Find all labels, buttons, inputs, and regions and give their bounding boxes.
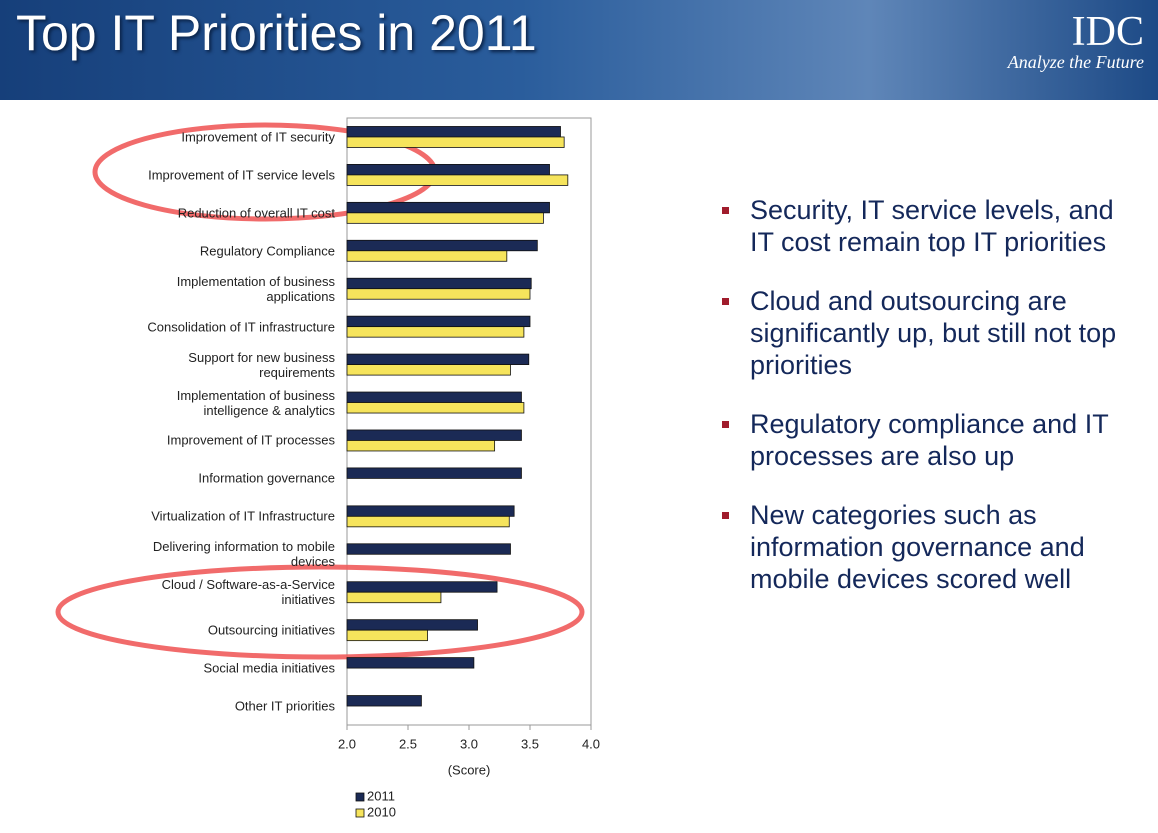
x-tick-label: 2.0 [338, 736, 356, 751]
bar [346, 402, 525, 414]
category-label: Improvement of IT security [181, 129, 335, 145]
highlight [55, 564, 585, 660]
x-tick-label: 2.5 [399, 736, 417, 751]
bar [346, 391, 522, 403]
bar [346, 250, 508, 262]
category-label: Reduction of overall IT cost [177, 205, 335, 221]
bar [346, 174, 569, 186]
bar [346, 353, 530, 365]
bar [346, 136, 565, 148]
logo: IDC [1071, 9, 1144, 55]
legend-swatch [355, 792, 365, 802]
bullet-item: Security, IT service levels, and IT cost… [722, 194, 1122, 258]
bar [346, 364, 511, 376]
bar [346, 288, 531, 300]
bar [346, 201, 550, 214]
bullet-item: New categories such as information gover… [722, 499, 1122, 595]
bar [346, 126, 561, 138]
header: Top IT Priorities in 2011 IDC Analyze th… [0, 0, 1158, 100]
bar [346, 505, 515, 517]
bullet-item: Cloud and outsourcing are significantly … [722, 285, 1122, 381]
legend-swatch [355, 808, 365, 818]
bar [346, 277, 532, 290]
category-label: Other IT priorities [234, 698, 335, 714]
bar [346, 629, 428, 642]
bar [346, 239, 538, 252]
category-label: Improvement of IT service levels [148, 167, 335, 183]
legend-label: 2011 [367, 788, 395, 803]
category-label: Cloud / Software-as-a-Service initiative… [161, 577, 335, 608]
category-label: Implementation of business intelligence … [176, 387, 335, 418]
category-label: Implementation of business applications [176, 273, 335, 304]
bar [346, 581, 498, 593]
category-label: Improvement of IT processes [166, 432, 335, 448]
bar [346, 591, 442, 604]
bar [346, 429, 522, 441]
x-tick-label: 4.0 [582, 736, 600, 751]
bar [346, 440, 496, 452]
x-axis-label: (Score) [448, 762, 491, 777]
category-label: Consolidation of IT infrastructure [147, 319, 335, 335]
bar [346, 619, 478, 631]
bar [346, 315, 531, 328]
category-label: Delivering information to mobile devices [152, 539, 335, 570]
category-label: Virtualization of IT Infrastructure [151, 508, 335, 524]
bar [346, 212, 544, 224]
tagline: Analyze the Future [1007, 52, 1144, 72]
bar [346, 515, 510, 528]
slide-title: Top IT Priorities in 2011 [16, 5, 537, 61]
x-tick-label: 3.0 [460, 736, 478, 751]
category-label: Information governance [198, 470, 335, 486]
bullet-item: Regulatory compliance and IT processes a… [722, 408, 1122, 472]
bar [346, 467, 522, 479]
bar [346, 164, 550, 176]
category-label: Support for new business requirements [188, 349, 335, 380]
x-tick-label: 3.5 [521, 736, 539, 751]
bar [346, 543, 511, 555]
bar [346, 657, 475, 669]
category-label: Regulatory Compliance [199, 243, 335, 259]
category-label: Social media initiatives [203, 660, 335, 676]
legend-label: 2010 [367, 804, 396, 819]
category-label: Outsourcing initiatives [207, 622, 335, 638]
bar [346, 326, 525, 338]
bar [346, 695, 422, 707]
bullet-list: Security, IT service levels, and IT cost… [722, 194, 1122, 622]
